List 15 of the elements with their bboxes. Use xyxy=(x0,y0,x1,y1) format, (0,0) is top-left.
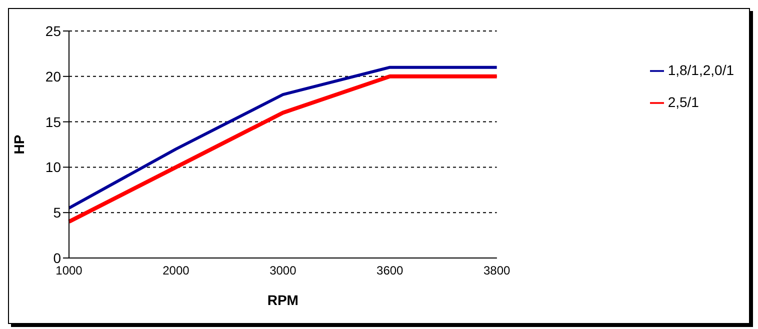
y-tick-label: 25 xyxy=(45,22,62,39)
x-tick-label: 2000 xyxy=(162,264,190,278)
x-tick-label: 3800 xyxy=(483,264,510,278)
y-tick-label: 15 xyxy=(45,114,62,130)
legend-label: 2,5/1 xyxy=(668,94,699,110)
x-tick-label: 3600 xyxy=(376,264,404,278)
y-tick-label: 5 xyxy=(53,204,62,221)
x-tick-label: 3000 xyxy=(270,264,297,278)
y-tick-label: 20 xyxy=(45,68,62,84)
y-tick-label: 10 xyxy=(45,159,62,176)
y-tick-label: 0 xyxy=(53,250,62,266)
y-axis-title: HP xyxy=(10,134,27,154)
x-axis-title: RPM xyxy=(267,292,298,308)
x-tick-label: 1000 xyxy=(56,264,83,278)
legend-label: 1,8/1,2,0/1 xyxy=(668,62,734,78)
